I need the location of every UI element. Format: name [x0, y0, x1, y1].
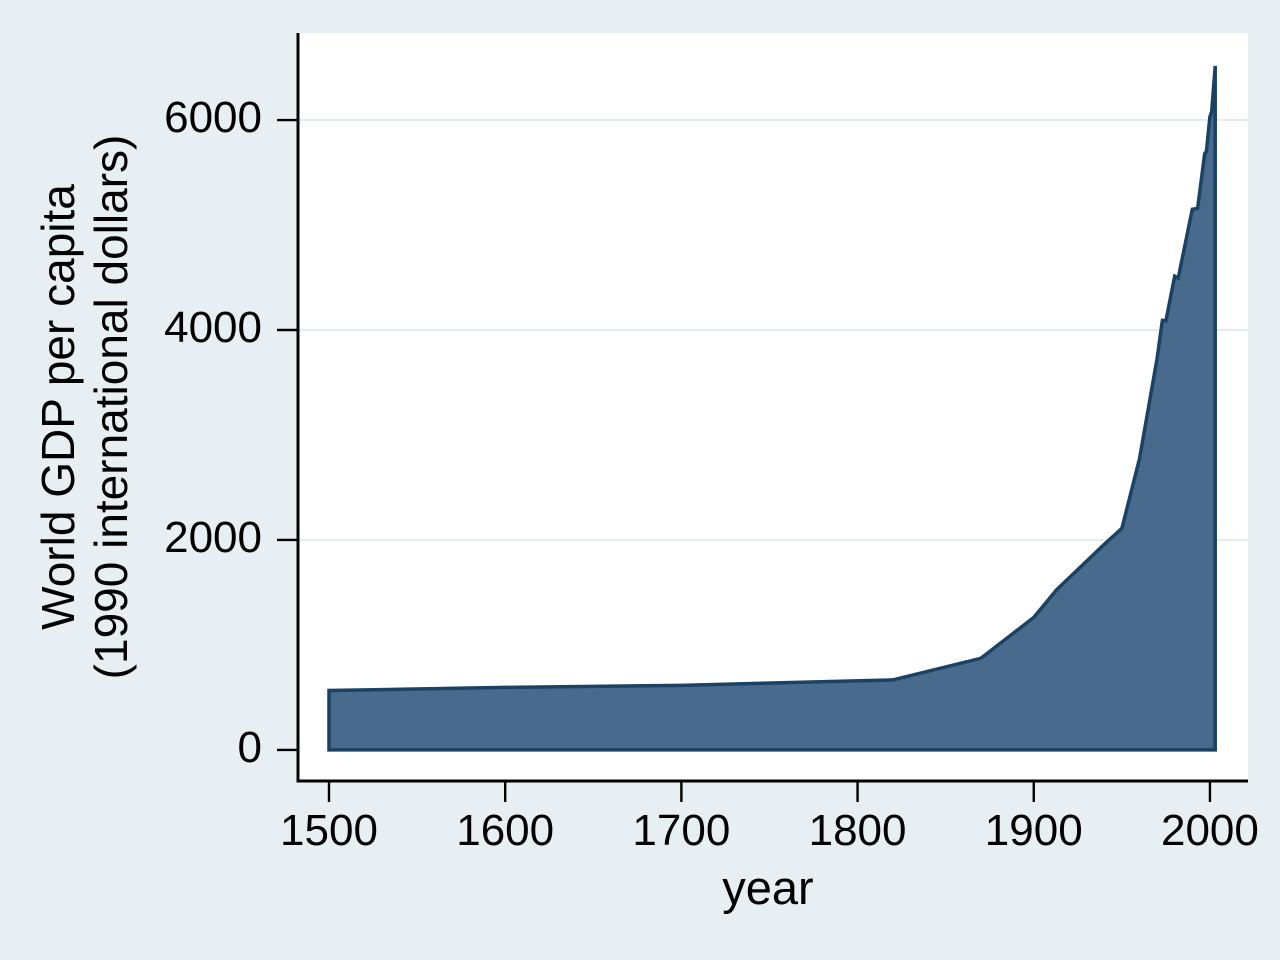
y-axis-title: World GDP per capita (1990 international…	[32, 37, 138, 777]
y-tick-label: 0	[237, 722, 262, 772]
x-tick-label: 1800	[808, 806, 907, 855]
y-tick-label: 4000	[164, 302, 262, 352]
x-axis-title: year	[722, 861, 814, 914]
y-axis-title-line1: World GDP per capita	[32, 184, 84, 630]
y-tick-label: 2000	[164, 512, 262, 562]
y-axis-title-line2: (1990 international dollars)	[85, 134, 137, 680]
x-tick-label: 2000	[1160, 806, 1259, 855]
x-tick-label: 1500	[280, 806, 378, 855]
x-tick-label: 1700	[632, 806, 731, 855]
x-tick-label: 1600	[456, 806, 555, 855]
x-tick-label: 1900	[984, 806, 1083, 855]
y-tick-label: 6000	[164, 93, 262, 143]
gdp-area-series	[327, 65, 1217, 752]
